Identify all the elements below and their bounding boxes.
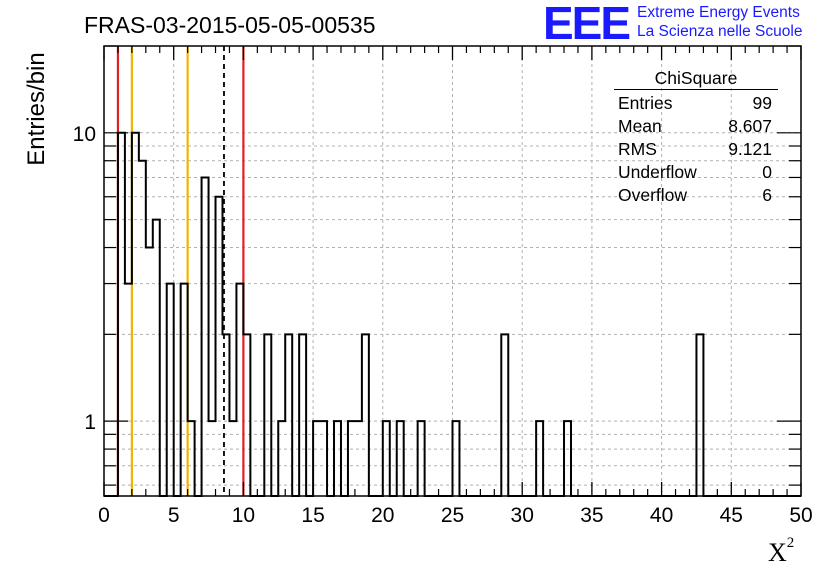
stats-value: 9.121: [728, 139, 772, 159]
eee-logo-line1: Extreme Energy Events: [637, 4, 800, 21]
histogram-bin: [362, 334, 369, 496]
stats-row-mean: Mean 8.607: [612, 115, 780, 138]
stats-title: ChiSquare: [654, 68, 738, 88]
axis-tick-labels: 0 5 10 15 20 25 30 35 40 45 50 1 10: [73, 123, 813, 527]
histogram-bin: [355, 421, 362, 496]
histogram-bin: [418, 421, 425, 496]
histogram-bin: [229, 421, 236, 496]
histogram-bin: [285, 334, 292, 496]
histogram-bin: [696, 334, 703, 496]
x-tick-label: 10: [232, 504, 255, 527]
x-tick-label: 25: [441, 504, 464, 527]
histogram-bin: [564, 421, 571, 496]
histogram-bin: [167, 284, 174, 496]
histogram-bin: [313, 421, 320, 496]
stats-value: 99: [752, 93, 772, 113]
stats-label: Underflow: [618, 162, 697, 182]
histogram-bin: [202, 177, 209, 496]
histogram-bin: [236, 284, 243, 496]
x-tick-label: 5: [168, 504, 180, 527]
x-tick-label: 35: [580, 504, 603, 527]
x-tick-label: 30: [511, 504, 534, 527]
histogram-bin: [383, 421, 390, 496]
x-tick-label: 15: [301, 504, 324, 527]
histogram-bin: [216, 197, 223, 496]
y-tick-label: 10: [73, 123, 96, 146]
stats-row-underflow: Underflow 0: [612, 161, 780, 184]
histogram-bin: [320, 421, 327, 496]
histogram-bin: [397, 421, 404, 496]
x-tick-label: 45: [720, 504, 743, 527]
x-axis-label: X2: [768, 535, 795, 567]
histogram-bin: [153, 220, 160, 496]
stats-value: 8.607: [728, 116, 772, 136]
run-title: FRAS-03-2015-05-05-00535: [84, 12, 376, 38]
stats-label: Entries: [618, 93, 673, 113]
histogram-bin: [209, 421, 216, 496]
stats-value: 0: [762, 162, 772, 182]
histogram-bin: [222, 334, 229, 496]
histogram-bin: [243, 334, 250, 496]
histogram-bin: [118, 133, 125, 496]
histogram-bin: [501, 334, 508, 496]
x-tick-label: 0: [98, 504, 110, 527]
histogram-bin: [278, 421, 285, 496]
stats-label: Mean: [618, 116, 662, 136]
histogram-bin: [334, 421, 341, 496]
histogram-bin: [125, 284, 132, 496]
histogram-bin: [181, 284, 188, 496]
histogram-bin: [536, 421, 543, 496]
stats-divider: [614, 89, 778, 90]
histogram-bin: [139, 161, 146, 496]
eee-logo-line2: La Scienza nelle Scuole: [637, 23, 803, 40]
x-tick-label: 50: [789, 504, 812, 527]
histogram-bin: [299, 334, 306, 496]
axis-ticks: [103, 45, 802, 496]
stats-row-overflow: Overflow 6: [612, 184, 780, 207]
y-axis-label: Entries/bin: [23, 52, 50, 166]
histogram-bin: [132, 133, 139, 496]
histogram-bin: [453, 421, 460, 496]
histogram-bin: [188, 421, 195, 496]
stats-label: Overflow: [618, 185, 688, 205]
histogram-bin: [264, 334, 271, 496]
eee-logo: EEE: [543, 0, 631, 49]
x-tick-label: 20: [371, 504, 394, 527]
histogram-bin: [146, 248, 153, 496]
histogram-bin: [348, 421, 355, 496]
stats-label: RMS: [618, 139, 657, 159]
stats-row-entries: Entries 99: [612, 92, 780, 115]
stats-value: 6: [762, 185, 772, 205]
y-tick-label: 1: [84, 411, 96, 434]
stats-row-rms: RMS 9.121: [612, 138, 780, 161]
x-tick-label: 40: [650, 504, 673, 527]
stats-box: ChiSquare Entries 99 Mean 8.607 RMS 9.12…: [612, 68, 780, 207]
